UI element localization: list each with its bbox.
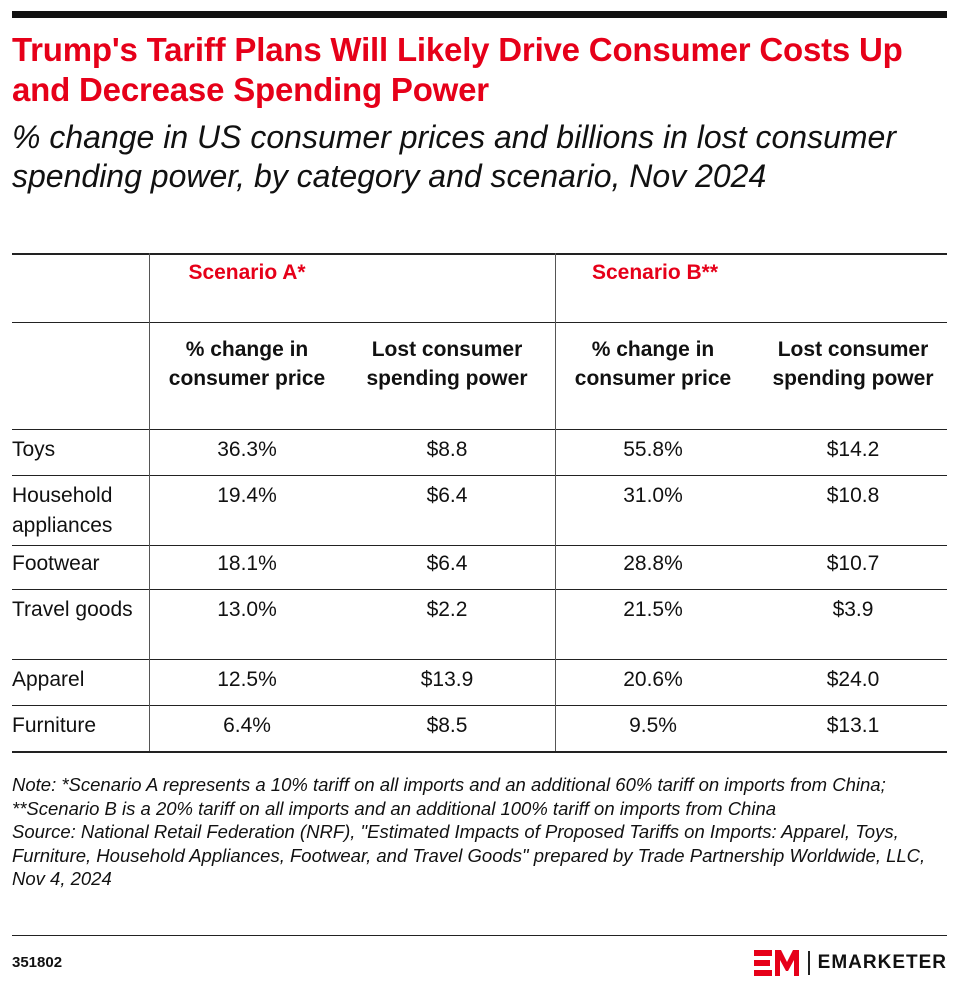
scenario-header: Scenario A* xyxy=(188,261,306,284)
scenario-header: Scenario B** xyxy=(591,261,719,284)
row-label: Footwear xyxy=(12,552,100,575)
table-cell: $8.8 xyxy=(426,438,468,461)
table-cell: $2.2 xyxy=(426,598,468,621)
table-rule xyxy=(12,253,947,255)
table-cell: 31.0% xyxy=(623,484,683,507)
row-label: Toys xyxy=(12,438,56,461)
row-label: Household appliances xyxy=(12,484,113,537)
row-label: Travel goods xyxy=(12,598,133,621)
table-cell: $10.8 xyxy=(826,484,880,507)
column-header: Lost consumer spending power xyxy=(772,338,934,390)
source-text: Source: National Retail Federation (NRF)… xyxy=(12,821,926,889)
brand-separator xyxy=(807,951,810,975)
table-rule xyxy=(12,475,947,476)
table-cell: 36.3% xyxy=(217,438,277,461)
table-cell: 28.8% xyxy=(623,552,683,575)
table-cell: 18.1% xyxy=(217,552,277,575)
chart-title: Trump's Tariff Plans Will Likely Drive C… xyxy=(12,31,903,108)
table-cell: 20.6% xyxy=(623,668,683,691)
chart-id: 351802 xyxy=(12,954,63,971)
table-divider xyxy=(149,322,150,751)
bottom-rule xyxy=(12,935,947,936)
chart-subtitle: % change in US consumer prices and billi… xyxy=(12,119,896,194)
table-divider xyxy=(555,253,556,322)
table-cell: 55.8% xyxy=(623,438,683,461)
table-cell: $6.4 xyxy=(426,484,468,507)
row-label: Apparel xyxy=(12,668,85,691)
brand-name: EMARKETER xyxy=(817,952,947,973)
top-rule xyxy=(12,11,947,18)
table-rule xyxy=(12,545,947,546)
footnote: Note: *Scenario A represents a 10% tarif… xyxy=(12,773,947,891)
table-cell: 12.5% xyxy=(217,668,277,691)
em-logo-icon xyxy=(753,950,799,976)
table-cell: $13.1 xyxy=(826,714,880,737)
table-cell: 9.5% xyxy=(629,714,677,737)
table-cell: 6.4% xyxy=(223,714,271,737)
table-cell: 19.4% xyxy=(217,484,277,507)
table-rule xyxy=(12,659,947,660)
table-rule xyxy=(12,751,947,753)
table-rule xyxy=(12,589,947,590)
table-divider xyxy=(555,322,556,751)
row-label: Furniture xyxy=(12,714,97,737)
column-header: Lost consumer spending power xyxy=(366,338,528,390)
table-cell: $14.2 xyxy=(826,438,880,461)
table-divider xyxy=(149,253,150,322)
table-cell: $8.5 xyxy=(426,714,468,737)
table-rule xyxy=(12,322,947,323)
table-cell: $6.4 xyxy=(426,552,468,575)
table-cell: 21.5% xyxy=(623,598,683,621)
brand: EMARKETER xyxy=(753,950,947,976)
table-cell: 13.0% xyxy=(217,598,277,621)
table-cell: $13.9 xyxy=(420,668,474,691)
column-header: % change in consumer price xyxy=(168,338,326,390)
column-header: % change in consumer price xyxy=(574,338,732,390)
table-cell: $10.7 xyxy=(826,552,880,575)
note-text: Note: *Scenario A represents a 10% tarif… xyxy=(12,774,886,819)
table-rule xyxy=(12,705,947,706)
table-rule xyxy=(12,429,947,430)
table-cell: $24.0 xyxy=(826,668,880,691)
table-cell: $3.9 xyxy=(832,598,874,621)
